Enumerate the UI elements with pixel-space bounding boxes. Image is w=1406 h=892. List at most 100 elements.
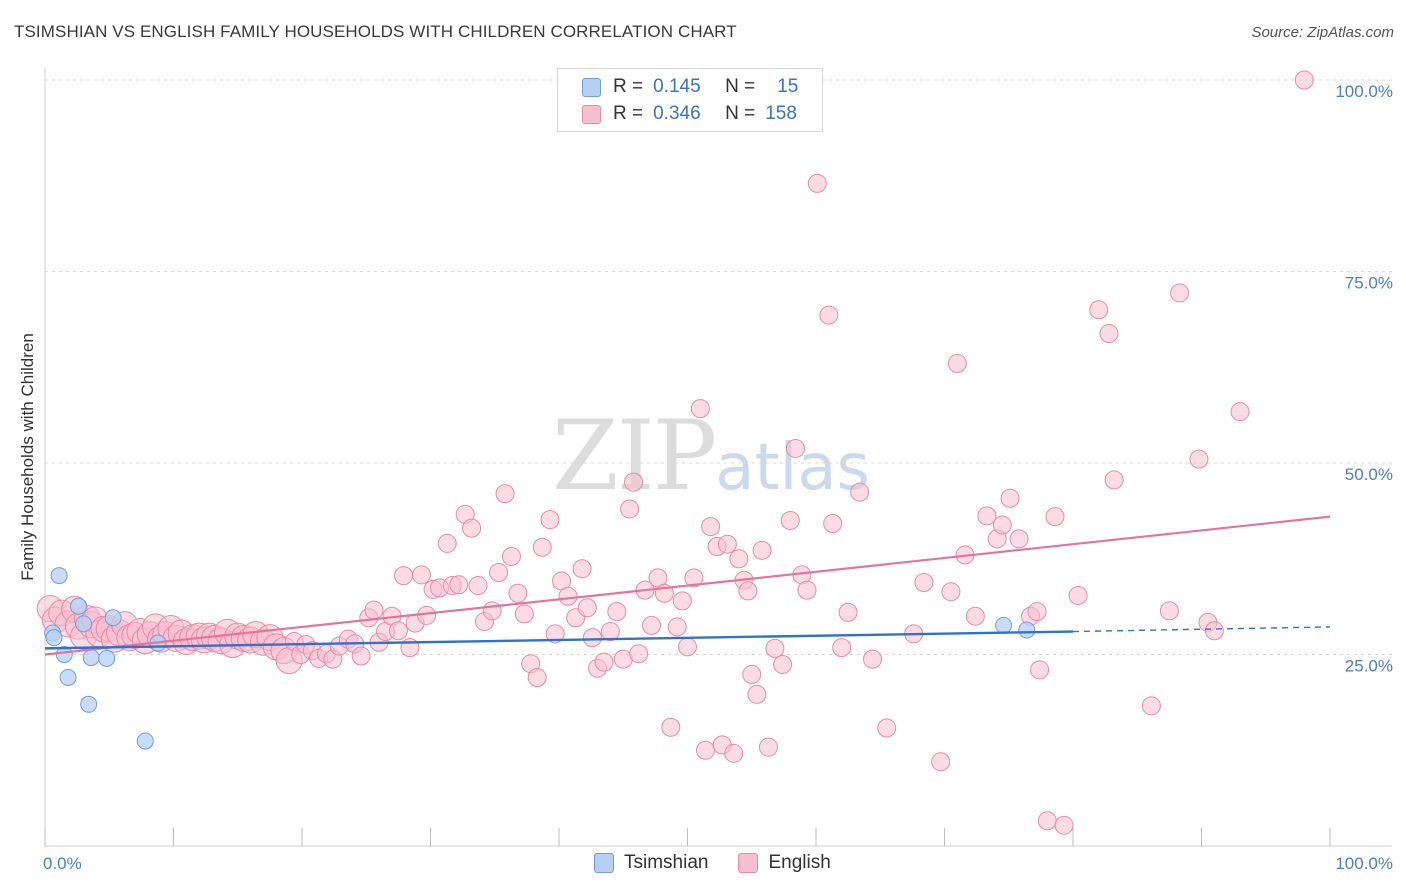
english-point <box>572 559 592 579</box>
series-legend-tsimshian[interactable]: Tsimshian <box>594 852 708 874</box>
english-point <box>729 549 749 569</box>
tsimshian-point <box>1018 621 1036 639</box>
english-point <box>747 684 767 704</box>
english-point <box>1030 660 1050 680</box>
english-point <box>965 606 985 626</box>
legend-n-label: N = <box>725 76 756 97</box>
english-point <box>742 664 762 684</box>
english-point <box>594 652 614 672</box>
tsimshian-point <box>75 615 93 633</box>
english-point <box>780 510 800 530</box>
tsimshian-point <box>98 649 116 667</box>
english-point <box>1104 470 1124 490</box>
english-point <box>724 743 744 763</box>
series-swatch-tsimshian <box>594 853 614 873</box>
english-point <box>437 533 457 553</box>
english-point <box>1037 811 1057 831</box>
english-point <box>388 621 408 641</box>
english-point <box>495 484 515 504</box>
english-point <box>629 644 649 664</box>
y-axis-label: Family Households with Children <box>18 333 37 581</box>
english-point <box>577 598 597 618</box>
english-point <box>1170 283 1190 303</box>
english-point <box>819 305 839 325</box>
english-point <box>667 617 687 637</box>
english-point <box>701 517 721 537</box>
english-point <box>752 540 772 560</box>
english-point <box>582 628 602 648</box>
english-point <box>508 583 528 603</box>
x-tick-label: 0.0% <box>43 854 82 873</box>
tsimshian-point <box>59 668 77 686</box>
tsimshian-point <box>45 629 63 647</box>
english-point <box>462 518 482 538</box>
tsimshian-point <box>80 695 98 713</box>
legend-n-value-english: 158 <box>765 103 797 124</box>
english-point <box>773 654 793 674</box>
legend-n-value-tsimshian: 15 <box>777 76 799 97</box>
watermark-zip: ZIP <box>552 400 717 512</box>
tsimshian-point <box>104 609 122 627</box>
english-point <box>1027 602 1047 622</box>
english-point <box>1089 300 1109 320</box>
correlation-legend: R = 0.145 N = 15 R = 0.346 N = 158 <box>557 68 823 132</box>
english-point <box>678 637 697 657</box>
legend-n-label: N = <box>725 103 756 124</box>
english-point <box>489 563 509 583</box>
english-point <box>863 649 883 669</box>
y-tick-label: 100.0% <box>1335 82 1393 101</box>
y-tick-label: 25.0% <box>1345 657 1393 676</box>
legend-r-label: R = <box>613 76 644 97</box>
english-point <box>690 399 710 419</box>
legend-r-value-tsimshian: 0.145 <box>653 76 701 97</box>
english-point <box>412 565 432 585</box>
english-point <box>1045 507 1065 527</box>
english-point <box>1230 402 1250 422</box>
tsimshian-point <box>69 597 87 615</box>
legend-row-tsimshian: R = 0.145 N = 15 <box>582 75 798 99</box>
english-point <box>482 601 502 621</box>
english-point <box>532 537 552 557</box>
tsimshian-point <box>995 616 1013 634</box>
english-point <box>501 546 521 566</box>
trend-lines <box>44 515 1331 656</box>
english-point <box>758 737 778 757</box>
english-point <box>620 499 640 519</box>
english-point <box>931 752 951 772</box>
english-point <box>765 638 785 658</box>
english-point <box>1000 488 1020 508</box>
english-point <box>1141 696 1161 716</box>
english-point <box>695 740 715 760</box>
english-point <box>1054 815 1074 835</box>
english-point <box>417 605 437 625</box>
english-point <box>540 510 560 530</box>
watermark: ZIPatlas <box>552 400 870 512</box>
tsimshian-trend-line <box>44 630 1074 650</box>
chart-source: Source: ZipAtlas.com <box>1251 24 1394 41</box>
english-point <box>468 576 488 596</box>
english-point <box>1159 601 1179 621</box>
english-point <box>600 622 620 642</box>
english-point <box>977 506 997 526</box>
english-point <box>558 586 578 606</box>
english-point <box>364 600 384 620</box>
legend-swatch-tsimshian <box>582 77 601 97</box>
legend-row-english: R = 0.346 N = 158 <box>582 102 797 126</box>
english-point <box>785 438 805 458</box>
english-point <box>838 602 858 622</box>
english-point <box>738 581 758 601</box>
tsimshian-point <box>50 567 68 585</box>
english-point <box>394 566 414 586</box>
series-label-english: English <box>768 852 831 873</box>
english-point <box>661 717 681 737</box>
english-point <box>797 580 817 600</box>
english-point <box>449 575 469 595</box>
tsimshian-point <box>55 646 73 663</box>
english-point <box>941 582 961 602</box>
english-point <box>823 514 843 534</box>
series-swatch-english <box>738 853 759 873</box>
series-legend-english[interactable]: English <box>738 852 831 874</box>
english-point <box>717 534 737 554</box>
series-label-tsimshian: Tsimshian <box>624 852 709 873</box>
english-point <box>607 602 627 622</box>
